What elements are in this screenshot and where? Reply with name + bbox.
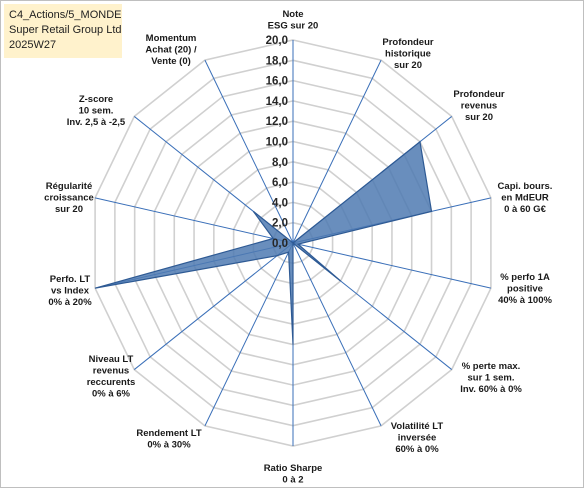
axis-label-11-line-1: croissance bbox=[44, 193, 94, 204]
axis-label-2-line-1: revenus bbox=[461, 101, 497, 112]
axis-label-5-line-2: Inv. 60% à 0% bbox=[460, 384, 522, 395]
axis-label-6-line-0: Volatilité LT bbox=[391, 421, 444, 432]
axis-label-2-line-2: sur 20 bbox=[465, 112, 493, 123]
title-line-week: 2025W27 bbox=[9, 39, 57, 51]
axis-label-2-line-0: Profondeur bbox=[453, 89, 504, 100]
axis-label-12-line-0: Z-score bbox=[79, 94, 113, 105]
tick-label-8: 16,0 bbox=[266, 76, 288, 88]
tick-label-1: 2,0 bbox=[272, 218, 288, 230]
axis-label-5-line-0: % perte max. bbox=[462, 361, 521, 372]
axis-label-12: Z-score 10 sem. Inv. 2,5 à -2,5 bbox=[67, 94, 126, 128]
tick-label-0: 0,0 bbox=[272, 238, 288, 250]
tick-label-5: 10,0 bbox=[266, 137, 288, 149]
title-line-portfolio: C4_Actions/5_MONDE bbox=[9, 9, 122, 21]
axis-label-0-line-1: ESG sur 20 bbox=[268, 21, 319, 32]
axis-spoke-4 bbox=[292, 242, 492, 289]
axis-spoke-13 bbox=[204, 59, 294, 244]
axis-label-8-line-0: Rendement LT bbox=[136, 428, 201, 439]
axis-label-13-line-1: Achat (20) / bbox=[145, 45, 197, 56]
axis-label-3: Capi. bours. en MdEUR 0 à 60 G€ bbox=[498, 181, 553, 215]
axis-label-13-line-2: Vente (0) bbox=[151, 56, 191, 67]
axis-label-10-line-2: 0% à 20% bbox=[48, 297, 92, 308]
tick-label-10: 20,0 bbox=[266, 35, 288, 47]
axis-label-2: Profondeur revenus sur 20 bbox=[453, 89, 504, 123]
axis-label-8: Rendement LT 0% à 30% bbox=[136, 428, 201, 451]
axis-label-3-line-0: Capi. bours. bbox=[498, 181, 553, 192]
axis-label-4: % perfo 1A positive 40% à 100% bbox=[498, 272, 552, 306]
axis-label-1-line-1: historique bbox=[385, 49, 431, 60]
chart-title-box: C4_Actions/5_MONDE Super Retail Group Lt… bbox=[4, 4, 122, 58]
axis-label-10: Perfo. LT vs Index 0% à 20% bbox=[48, 274, 92, 308]
axis-label-9-line-0: Niveau LT bbox=[89, 354, 134, 365]
axis-label-7: Ratio Sharpe 0 à 2 bbox=[264, 463, 323, 486]
axis-spoke-11 bbox=[94, 197, 294, 244]
axis-label-13-line-0: Momentum bbox=[146, 33, 197, 44]
axis-label-9-line-3: 0% à 6% bbox=[92, 389, 131, 400]
axis-spoke-6 bbox=[292, 242, 382, 427]
axis-label-13: Momentum Achat (20) / Vente (0) bbox=[145, 33, 197, 67]
axis-label-7-line-1: 0 à 2 bbox=[282, 475, 303, 486]
axis-label-5-line-1: sur 1 sem. bbox=[468, 373, 515, 384]
axis-label-0-line-0: Note bbox=[282, 9, 303, 20]
tick-label-9: 18,0 bbox=[266, 55, 288, 67]
axis-label-12-line-2: Inv. 2,5 à -2,5 bbox=[67, 117, 126, 128]
axis-label-11: Régularité croissance sur 20 bbox=[44, 181, 94, 215]
axis-label-0: Note ESG sur 20 bbox=[268, 9, 319, 32]
axis-label-1-line-2: sur 20 bbox=[394, 60, 422, 71]
axis-label-11-line-2: sur 20 bbox=[55, 204, 83, 215]
tick-label-2: 4,0 bbox=[272, 197, 288, 209]
axis-label-3-line-1: en MdEUR bbox=[501, 193, 549, 204]
axis-label-4-line-0: % perfo 1A bbox=[500, 272, 550, 283]
axis-label-3-line-2: 0 à 60 G€ bbox=[504, 204, 546, 215]
axis-label-11-line-0: Régularité bbox=[46, 181, 92, 192]
tick-label-4: 8,0 bbox=[272, 157, 288, 169]
axis-label-9-line-1: revenus bbox=[93, 366, 129, 377]
axis-label-9: Niveau LT revenus reccurents 0% à 6% bbox=[87, 354, 136, 400]
axis-label-6-line-2: 60% à 0% bbox=[395, 444, 439, 455]
data-series-area bbox=[94, 140, 433, 345]
axis-label-9-line-2: reccurents bbox=[87, 377, 136, 388]
tick-label-3: 6,0 bbox=[272, 177, 288, 189]
axis-label-4-line-1: positive bbox=[507, 284, 543, 295]
tick-label-7: 14,0 bbox=[266, 96, 288, 108]
axis-label-10-line-1: vs Index bbox=[51, 286, 90, 297]
tick-label-6: 12,0 bbox=[266, 116, 288, 128]
axis-label-10-line-0: Perfo. LT bbox=[50, 274, 91, 285]
axis-spoke-1 bbox=[292, 59, 382, 244]
axis-label-1-line-0: Profondeur bbox=[382, 37, 433, 48]
title-line-company: Super Retail Group Ltd bbox=[9, 24, 122, 36]
axis-label-6: Volatilité LT inversée 60% à 0% bbox=[391, 421, 444, 455]
axis-label-6-line-1: inversée bbox=[398, 433, 437, 444]
axis-label-4-line-2: 40% à 100% bbox=[498, 295, 552, 306]
axis-label-7-line-0: Ratio Sharpe bbox=[264, 463, 323, 474]
axis-spoke-9 bbox=[133, 242, 294, 370]
axis-label-5: % perte max. sur 1 sem. Inv. 60% à 0% bbox=[460, 361, 522, 395]
axis-label-8-line-1: 0% à 30% bbox=[147, 440, 191, 451]
axis-label-12-line-1: 10 sem. bbox=[79, 106, 114, 117]
axis-spoke-8 bbox=[204, 242, 294, 427]
axis-label-1: Profondeur historique sur 20 bbox=[382, 37, 433, 71]
